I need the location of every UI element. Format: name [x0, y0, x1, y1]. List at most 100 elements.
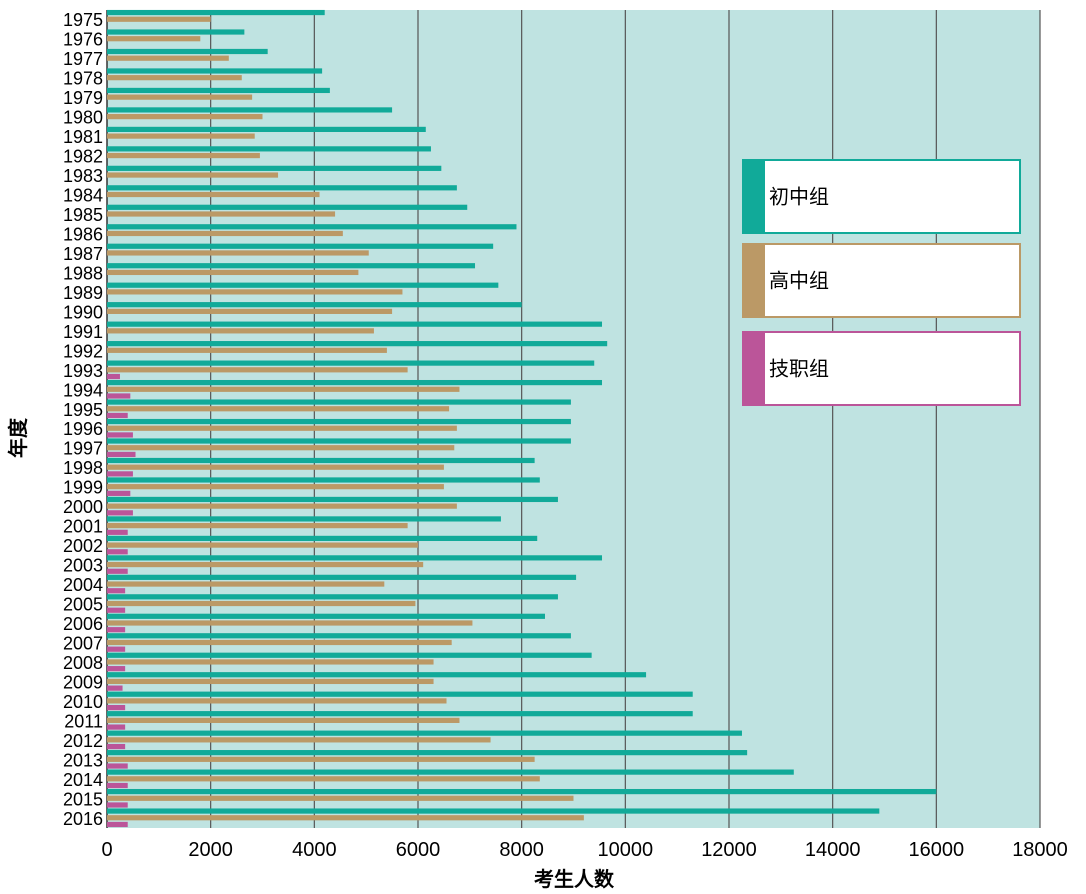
bar-1994-高中组 — [107, 386, 460, 392]
bar-1987-初中组 — [107, 243, 494, 249]
y-tick-label: 2002 — [63, 536, 103, 556]
bar-2006-高中组 — [107, 620, 473, 626]
y-tick-label: 1984 — [63, 186, 103, 206]
y-tick-label: 1996 — [63, 419, 103, 439]
bar-1995-初中组 — [107, 399, 571, 405]
y-tick-label: 1975 — [63, 10, 103, 30]
legend-box — [742, 331, 1021, 406]
y-tick-label: 1989 — [63, 283, 103, 303]
y-tick-label: 1993 — [63, 361, 103, 381]
x-tick-label: 2000 — [188, 839, 233, 861]
y-tick-label: 2005 — [63, 595, 103, 615]
legend-label: 技职组 — [769, 357, 829, 381]
bar-2008-高中组 — [107, 659, 434, 665]
y-tick-label: 1985 — [63, 205, 103, 225]
y-tick-label: 1990 — [63, 302, 103, 322]
bar-1988-初中组 — [107, 263, 476, 269]
y-tick-label: 2011 — [64, 711, 103, 731]
y-tick-label: 2010 — [63, 692, 103, 712]
bar-1985-初中组 — [107, 204, 468, 210]
bar-1981-初中组 — [107, 126, 426, 132]
bar-1996-高中组 — [107, 425, 457, 431]
bar-2011-技职组 — [107, 724, 126, 730]
y-tick-label: 1994 — [63, 380, 103, 400]
bar-2004-初中组 — [107, 574, 577, 580]
bar-1993-初中组 — [107, 360, 595, 366]
y-tick-label: 1988 — [63, 263, 103, 283]
bar-1979-初中组 — [107, 87, 330, 94]
legend-label: 高中组 — [769, 269, 829, 293]
bar-1992-初中组 — [107, 341, 608, 347]
bar-2001-初中组 — [107, 516, 501, 522]
x-tick-label: 10000 — [598, 839, 654, 861]
y-tick-label: 2015 — [63, 789, 103, 809]
bar-1990-初中组 — [107, 302, 522, 308]
bar-1989-高中组 — [107, 289, 403, 295]
bar-2010-高中组 — [107, 698, 447, 704]
bar-1977-高中组 — [107, 55, 229, 61]
bar-2005-高中组 — [107, 600, 416, 607]
bar-1984-高中组 — [107, 191, 320, 198]
x-tick-label: 14000 — [805, 839, 861, 861]
bar-2011-高中组 — [107, 717, 460, 723]
bar-1988-高中组 — [107, 269, 359, 276]
y-tick-label: 1995 — [63, 400, 103, 420]
y-tick-label: 2004 — [63, 575, 103, 595]
y-tick-label: 1983 — [63, 166, 103, 186]
y-tick-label: 1976 — [63, 30, 103, 50]
legend-item-技职组: 技职组 — [742, 331, 1021, 406]
y-tick-label: 1977 — [63, 49, 103, 69]
y-tick-label: 2006 — [63, 614, 103, 634]
y-tick-label: 1991 — [63, 322, 103, 342]
bar-2014-技职组 — [107, 782, 128, 789]
bar-2015-初中组 — [107, 788, 937, 795]
bar-2016-技职组 — [107, 821, 128, 828]
bar-1976-初中组 — [107, 29, 245, 35]
bar-2014-初中组 — [107, 769, 794, 775]
bar-1994-初中组 — [107, 379, 603, 386]
bar-1997-高中组 — [107, 445, 455, 451]
bar-1986-高中组 — [107, 230, 343, 237]
x-tick-label: 18000 — [1012, 839, 1068, 861]
bar-2016-高中组 — [107, 815, 584, 821]
bar-1991-高中组 — [107, 328, 374, 334]
y-tick-label: 1999 — [63, 478, 103, 498]
bar-1989-初中组 — [107, 282, 499, 288]
legend-box — [742, 243, 1021, 318]
y-tick-label: 1997 — [63, 439, 103, 459]
bar-2015-高中组 — [107, 795, 574, 801]
bar-1982-初中组 — [107, 146, 431, 152]
bar-1991-初中组 — [107, 321, 603, 327]
bar-1980-初中组 — [107, 107, 393, 113]
y-tick-labels: 1975197619771978197919801981198219831984… — [63, 10, 103, 829]
bar-2001-技职组 — [107, 529, 128, 535]
bar-1999-高中组 — [107, 484, 444, 490]
y-tick-label: 2000 — [63, 497, 103, 517]
y-tick-label: 2003 — [63, 556, 103, 576]
bar-1990-高中组 — [107, 308, 393, 314]
y-tick-label: 1992 — [63, 341, 103, 361]
bar-2003-技职组 — [107, 568, 128, 574]
bar-1993-技职组 — [107, 373, 120, 380]
bar-1999-技职组 — [107, 490, 131, 496]
bar-2013-高中组 — [107, 756, 535, 762]
y-tick-label: 2012 — [63, 731, 103, 751]
bar-2002-高中组 — [107, 542, 418, 548]
x-tick-label: 0 — [101, 839, 112, 861]
bar-1998-技职组 — [107, 471, 133, 477]
bar-1975-初中组 — [107, 9, 325, 16]
bar-1996-初中组 — [107, 418, 571, 425]
bar-2011-初中组 — [107, 711, 693, 717]
legend-item-初中组: 初中组 — [742, 159, 1021, 234]
bar-2013-技职组 — [107, 763, 128, 769]
y-tick-label: 1979 — [63, 88, 103, 108]
bar-2009-初中组 — [107, 672, 647, 678]
bar-2012-高中组 — [107, 737, 491, 743]
x-tick-label: 8000 — [499, 839, 544, 861]
bar-2005-技职组 — [107, 607, 126, 613]
bar-1983-高中组 — [107, 172, 279, 178]
y-tick-label: 1978 — [63, 69, 103, 89]
